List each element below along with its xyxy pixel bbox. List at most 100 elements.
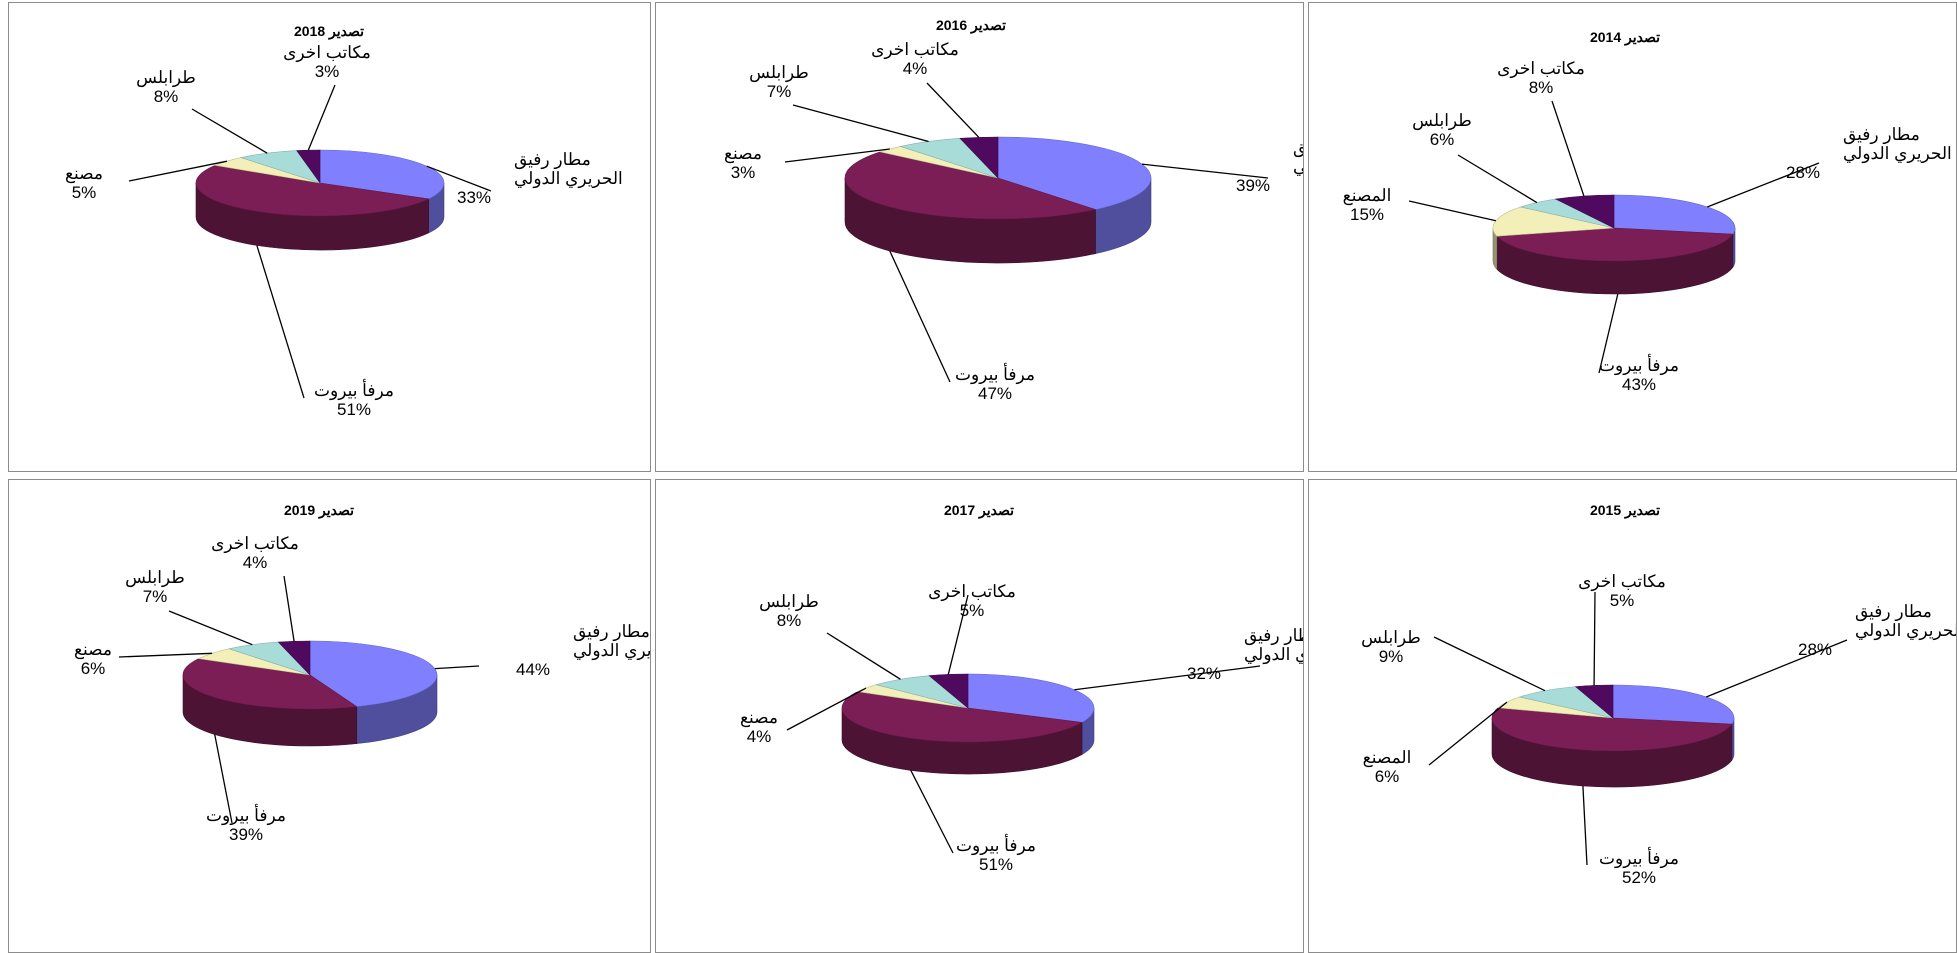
slice-label: مرفأ بيروت (1599, 353, 1679, 376)
slice-label: مرفأ بيروت (314, 378, 394, 401)
pie-slice-port (1491, 707, 1733, 752)
slice-value-label: 33% (457, 188, 491, 207)
slice-value-label: 3% (315, 62, 340, 81)
leader-line (910, 769, 954, 854)
slice-value-label: 32% (1187, 664, 1221, 683)
pie-slice-other (1554, 194, 1615, 229)
slice-label: مكاتب اخرى (928, 582, 1016, 602)
pie-slice-other (296, 149, 321, 184)
chart-title: تصدير 2018 (294, 23, 364, 40)
chart-title: تصدير 2015 (1590, 502, 1660, 519)
slice-value-label: 5% (1610, 591, 1635, 610)
chart-panel: تصدير 2014 مطار رفيق الحريري الدولي 28% مرفأ… (1308, 2, 1957, 472)
slice-value-label: 43% (1622, 375, 1656, 394)
slice-label: مصنع (65, 164, 103, 184)
slice-value-label: 51% (979, 855, 1013, 874)
leader-line (889, 250, 951, 383)
pie-slice-factory (1492, 206, 1615, 237)
pie-slice-port (841, 691, 1083, 743)
leader-line (826, 632, 901, 680)
slice-label: مكاتب اخرى (1497, 59, 1585, 79)
slice-value-label: 8% (154, 87, 179, 106)
slice-label: مكاتب اخرى (1578, 572, 1666, 592)
slice-value-label: 47% (978, 384, 1012, 403)
pie-slice-port (182, 658, 358, 710)
leader-line (214, 734, 233, 824)
leader-line (1705, 639, 1848, 698)
slice-label: مرفأ بيروت (1599, 846, 1679, 869)
slice-value-label: 15% (1350, 205, 1384, 224)
slice-label: مرفأ بيروت (206, 803, 286, 826)
leader-line (1551, 100, 1585, 197)
leader-line (118, 652, 213, 658)
slice-label: مكاتب اخرى (283, 43, 371, 63)
chart-title: تصدير 2014 (1590, 29, 1660, 46)
chart-panel: تصدير 2015 مطار رفيق الحريري الدولي 28% مرفأ… (1308, 479, 1957, 953)
chart-title: تصدير 2017 (944, 502, 1014, 519)
slice-value-label: 8% (1529, 78, 1554, 97)
slice-value-label: 28% (1786, 163, 1820, 182)
slice-label: مرفأ بيروت (956, 833, 1036, 856)
slice-label: مكاتب اخرى (211, 534, 299, 554)
chart-title: تصدير 2016 (936, 17, 1006, 34)
slice-label: مطار رفيق (1855, 602, 1932, 622)
slice-label: المصنع (1363, 748, 1412, 768)
slice-value-label: 6% (81, 659, 106, 678)
pie-slice-airport (1613, 194, 1736, 235)
slice-label: طرابلس (125, 568, 185, 588)
leader-line (947, 594, 969, 675)
leader-line (191, 108, 268, 154)
pie-slice-airport (309, 640, 438, 707)
leader-line (926, 82, 980, 138)
leader-line (792, 104, 929, 143)
slice-value-label: 52% (1622, 868, 1656, 887)
slice-label: مصنع (740, 708, 778, 728)
slice-label: مطار رفيق (1293, 138, 1303, 158)
leader-line (1593, 591, 1596, 686)
slice-label: طرابلس (759, 592, 819, 612)
leader-line (434, 665, 480, 670)
chart-title: تصدير 2019 (284, 502, 354, 519)
leader-line (307, 84, 336, 151)
leader-line (426, 165, 492, 192)
leader-line (168, 610, 253, 646)
leader-line (128, 160, 228, 182)
slice-label: الحريري الدولي (1293, 157, 1303, 177)
slice-value-label: 8% (777, 611, 802, 630)
slice-value-label: 39% (1236, 176, 1270, 195)
slice-label: الحريري الدولي (1843, 144, 1952, 164)
pie-side-walls (1492, 227, 1736, 295)
leader-line (1457, 154, 1538, 204)
pie-side-walls (182, 674, 438, 747)
slice-value-label: 5% (960, 601, 985, 620)
slice-label: مطار رفيق (1843, 125, 1920, 145)
slice-label: الحريري الدولي (514, 169, 623, 189)
pie-slice-port (844, 151, 1097, 220)
slice-value-label: 7% (143, 587, 168, 606)
leader-line (1074, 665, 1261, 691)
leader-line (784, 148, 890, 163)
slice-label: مصنع (74, 640, 112, 660)
slice-value-label: 4% (243, 553, 268, 572)
pie-slice-port (1496, 227, 1734, 262)
slice-label: طرابلس (136, 68, 196, 88)
slice-value-label: 6% (1430, 130, 1455, 149)
slice-value-label: 3% (731, 163, 756, 182)
chart-panel: تصدير 2018 مطار رفيق الحريري الدولي 33% مرفأ… (8, 2, 651, 472)
leader-line (1582, 785, 1588, 866)
leader-line (1408, 200, 1497, 222)
slice-label: مرفأ بيروت (955, 362, 1035, 385)
pie-slice-other (1574, 684, 1614, 719)
slice-value-label: 51% (337, 400, 371, 419)
pie-side-walls (195, 182, 445, 251)
slice-value-label: 6% (1375, 767, 1400, 786)
slice-value-label: 4% (903, 59, 928, 78)
slice-value-label: 44% (516, 660, 550, 679)
slice-label: طرابلس (749, 63, 809, 83)
